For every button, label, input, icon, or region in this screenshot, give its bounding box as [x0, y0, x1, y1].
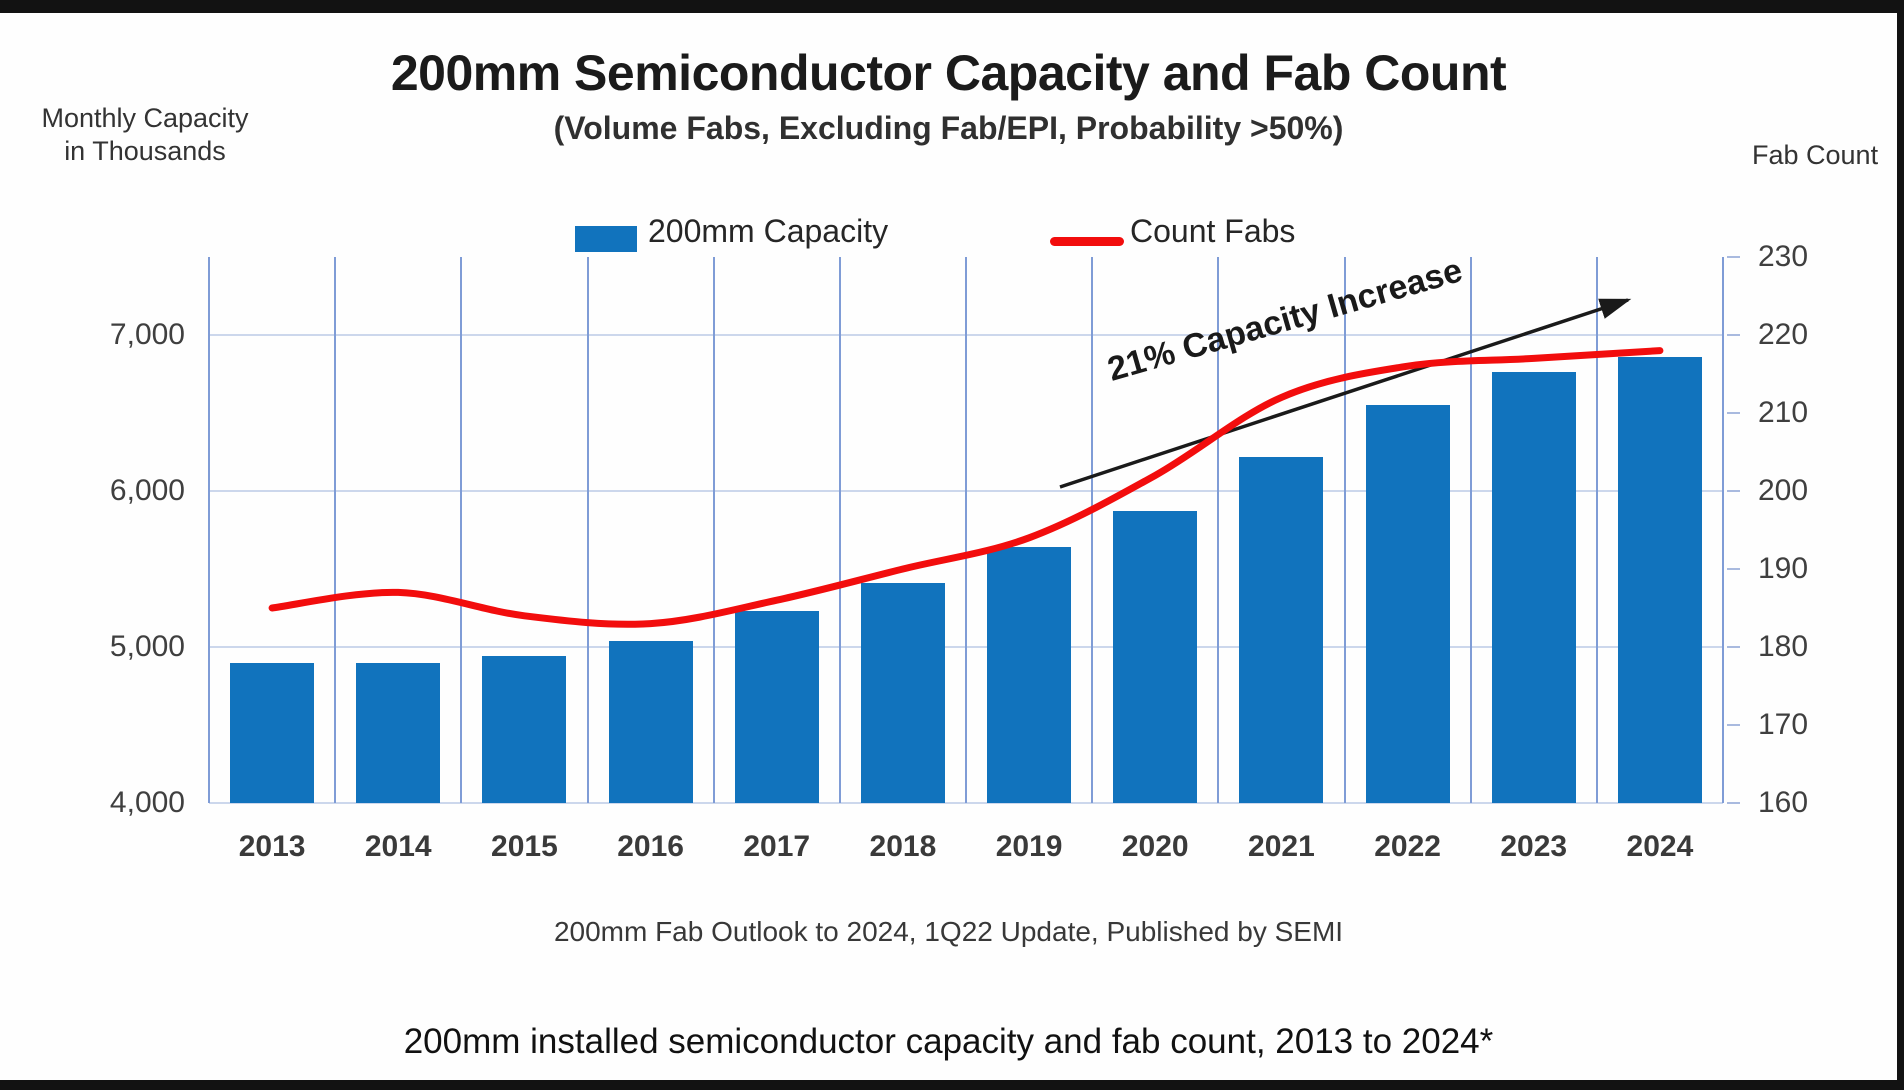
x-tick-label: 2020: [1121, 830, 1189, 863]
capacity-bar-2020: [1113, 511, 1198, 803]
frame-top-bar: [0, 0, 1904, 13]
v-gridline: [208, 257, 210, 803]
count-fabs-line: [268, 347, 1664, 628]
v-gridline: [712, 257, 715, 803]
right-tick-mark: [1727, 646, 1740, 648]
x-tick-label: 2013: [238, 830, 306, 863]
right-tick-mark: [1727, 568, 1740, 570]
right-tick-mark: [1727, 490, 1740, 492]
x-tick-label: 2021: [1248, 830, 1315, 863]
right-tick-mark: [1727, 256, 1740, 258]
trend-arrow: [1059, 298, 1632, 489]
frame-right-bar: [1897, 0, 1904, 1090]
capacity-bar-2015: [482, 656, 567, 803]
right-tick-label: 170: [1758, 708, 1809, 741]
chart-subtitle: (Volume Fabs, Excluding Fab/EPI, Probabi…: [553, 110, 1344, 146]
v-gridline: [1343, 257, 1346, 803]
x-tick-label: 2024: [1626, 830, 1694, 863]
legend-countfabs-label: Count Fabs: [1130, 213, 1296, 249]
v-gridline: [1217, 257, 1220, 803]
right-tick-label: 210: [1758, 396, 1809, 429]
right-tick-mark: [1727, 412, 1740, 414]
x-tick-label: 2018: [869, 830, 937, 863]
right-tick-label: 160: [1758, 786, 1809, 819]
v-gridline: [965, 257, 967, 803]
v-gridline: [460, 257, 463, 803]
right-tick-label: 190: [1758, 552, 1809, 585]
left-tick-label: 5,000: [109, 630, 185, 663]
capacity-bar-2014: [356, 662, 441, 803]
v-gridline: [1595, 257, 1598, 803]
left-tick-label: 4,000: [109, 786, 185, 819]
right-tick-label: 200: [1758, 474, 1809, 507]
v-gridline: [1722, 257, 1724, 803]
right-tick-label: 220: [1758, 318, 1809, 351]
left-tick-label: 6,000: [109, 474, 185, 507]
capacity-bar-2019: [987, 547, 1072, 803]
x-tick-label: 2015: [491, 830, 558, 863]
v-gridline: [1091, 257, 1094, 803]
x-tick-label: 2016: [617, 830, 684, 863]
right-tick-mark: [1727, 802, 1740, 804]
capacity-bar-2021: [1239, 456, 1324, 803]
left-tick-label: 7,000: [109, 318, 185, 351]
v-gridline: [334, 257, 337, 803]
v-gridline: [838, 257, 841, 803]
left-axis-title: Monthly Capacity in Thousands: [41, 103, 249, 166]
frame-bottom-bar: [0, 1080, 1904, 1090]
legend-capacity-swatch: [575, 226, 637, 252]
x-tick-label: 2019: [995, 830, 1063, 863]
x-tick-label: 2023: [1500, 830, 1568, 863]
right-tick-mark: [1727, 724, 1740, 726]
x-tick-label: 2017: [743, 830, 811, 863]
legend-countfabs-swatch: [1050, 237, 1124, 246]
capacity-bar-2016: [608, 640, 693, 803]
right-tick-mark: [1727, 334, 1740, 336]
v-gridline: [586, 257, 589, 803]
source-note: 200mm Fab Outlook to 2024, 1Q22 Update, …: [553, 916, 1344, 947]
h-gridline: [209, 802, 1723, 804]
legend-capacity-label: 200mm Capacity: [648, 213, 889, 249]
chart-title: 200mm Semiconductor Capacity and Fab Cou…: [390, 45, 1507, 101]
right-axis-title: Fab Count: [1752, 140, 1879, 170]
right-tick-label: 230: [1758, 240, 1809, 273]
capacity-bar-2023: [1491, 372, 1576, 803]
figure-caption: 200mm installed semiconductor capacity a…: [403, 1022, 1494, 1061]
capacity-bar-2013: [230, 662, 315, 803]
capacity-bar-2022: [1365, 405, 1450, 803]
x-tick-label: 2014: [364, 830, 432, 863]
capacity-bar-2017: [734, 611, 819, 803]
capacity-bar-2018: [860, 583, 945, 803]
v-gridline: [1469, 257, 1472, 803]
capacity-bar-2024: [1617, 356, 1702, 803]
x-tick-label: 2022: [1374, 830, 1441, 863]
right-tick-label: 180: [1758, 630, 1809, 663]
